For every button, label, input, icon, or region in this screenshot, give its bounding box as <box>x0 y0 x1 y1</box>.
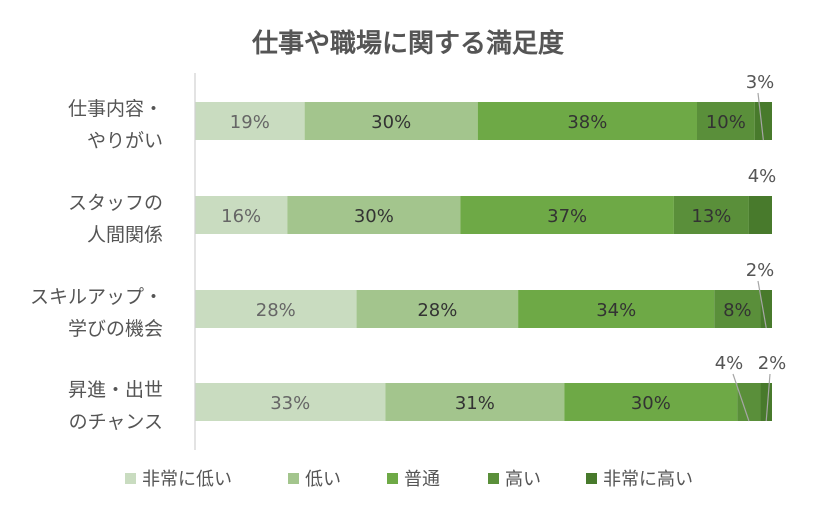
category-label-line: 仕事内容・ <box>68 98 163 120</box>
category-label-line: 学びの機会 <box>68 318 163 340</box>
bar-segment <box>754 102 772 140</box>
legend-swatch <box>288 473 299 484</box>
data-label: 28% <box>417 300 457 321</box>
bar-segment <box>737 383 761 421</box>
legend-label: 普通 <box>404 469 440 490</box>
data-label: 30% <box>371 112 411 133</box>
category-label-line: スキルアップ・ <box>30 286 163 308</box>
legend-item: 普通 <box>387 469 440 490</box>
category-label: スタッフの人間関係 <box>68 192 163 246</box>
legend-item: 非常に高い <box>586 469 693 490</box>
category-label-line: スタッフの <box>68 192 163 214</box>
data-label: 3% <box>746 72 775 93</box>
data-label: 38% <box>567 112 607 133</box>
category-label: 昇進・出世のチャンス <box>68 379 163 433</box>
data-label: 30% <box>631 393 671 414</box>
data-label: 37% <box>547 206 587 227</box>
data-label: 33% <box>270 393 310 414</box>
bar-segment <box>564 383 738 421</box>
data-label: 2% <box>746 260 775 281</box>
legend-label: 低い <box>305 469 341 490</box>
legend-item: 非常に低い <box>125 469 232 490</box>
category-label-line: のチャンス <box>69 411 163 433</box>
data-label: 30% <box>354 206 394 227</box>
legend-item: 低い <box>288 469 341 490</box>
data-label: 34% <box>596 300 636 321</box>
data-label: 8% <box>723 300 752 321</box>
bar-segment <box>195 196 288 234</box>
legend-item: 高い <box>488 469 541 490</box>
category-label: スキルアップ・学びの機会 <box>30 286 163 340</box>
bar-segment <box>356 290 519 328</box>
leader-line <box>757 280 767 329</box>
bar-segment <box>195 102 305 140</box>
bar-segment <box>673 196 749 234</box>
legend-swatch <box>387 473 398 484</box>
leader-line <box>765 373 771 422</box>
legend-swatch <box>586 473 597 484</box>
category-label-line: 昇進・出世 <box>68 379 163 401</box>
category-label: 仕事内容・やりがい <box>68 98 163 152</box>
data-label: 10% <box>706 112 746 133</box>
data-label: 31% <box>455 393 495 414</box>
data-label: 4% <box>715 353 744 374</box>
bar-segment <box>195 290 357 328</box>
bar-segment <box>460 196 674 234</box>
data-label: 13% <box>691 206 731 227</box>
bar-segment <box>748 196 772 234</box>
legend-label: 非常に低い <box>142 469 232 490</box>
category-label-line: やりがい <box>87 130 163 152</box>
bar-segment <box>385 383 565 421</box>
chart-title: 仕事や職場に関する満足度 <box>251 28 564 59</box>
bar-segment <box>477 102 697 140</box>
leader-line <box>732 373 750 422</box>
bars-group: 19% 30% 38% 10%3% 16% 30% 37% 13% 4% 28% 28% 34% 8% 2… <box>195 72 787 422</box>
legend-swatch <box>488 473 499 484</box>
bar-segment <box>195 383 386 421</box>
legend-label: 非常に高い <box>603 469 693 490</box>
legend-swatch <box>125 473 136 484</box>
legend: 非常に低い 低い 普通 高い 非常に高い <box>125 469 693 490</box>
bar-segment <box>760 290 772 328</box>
data-label: 28% <box>256 300 296 321</box>
data-label: 2% <box>758 353 787 374</box>
bar-segment <box>696 102 755 140</box>
bar-segment <box>518 290 715 328</box>
data-label: 16% <box>221 206 261 227</box>
bar-segment <box>304 102 478 140</box>
bar-segment <box>287 196 461 234</box>
bar-segment <box>760 383 772 421</box>
legend-label: 高い <box>505 469 541 490</box>
leader-line <box>757 92 764 141</box>
bar-segment <box>714 290 761 328</box>
data-label: 4% <box>748 166 777 187</box>
category-label-line: 人間関係 <box>87 224 163 246</box>
data-label: 19% <box>230 112 270 133</box>
